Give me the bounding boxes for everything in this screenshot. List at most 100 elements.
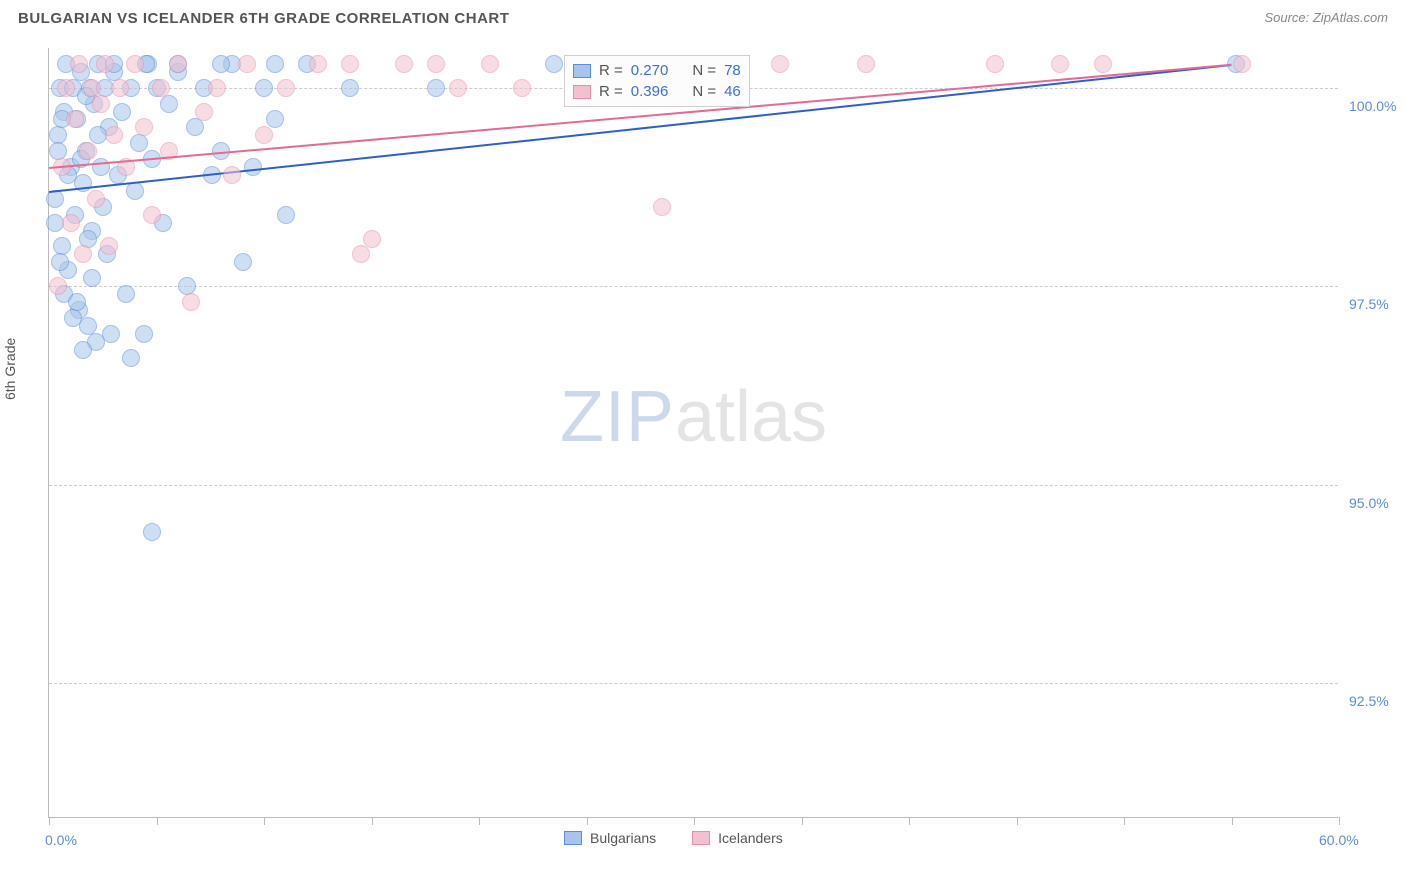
data-point [363,230,381,248]
source-label: Source: ZipAtlas.com [1264,10,1388,25]
data-point [1051,55,1069,73]
data-point [1094,55,1112,73]
data-point [100,237,118,255]
n-value: 46 [724,83,741,100]
data-point [51,253,69,271]
data-point [66,110,84,128]
data-point [122,349,140,367]
data-point [238,55,256,73]
series-swatch [573,64,591,78]
r-value: 0.396 [631,83,669,100]
data-point [223,166,241,184]
legend-swatch [564,831,582,845]
data-point [92,158,110,176]
n-label: N = [692,62,716,79]
series-swatch [573,85,591,99]
stats-row: R = 0.396 N = 46 [573,81,741,102]
r-label: R = [599,62,623,79]
data-point [653,198,671,216]
data-point [195,103,213,121]
data-point [74,245,92,263]
data-point [1233,55,1251,73]
data-point [266,55,284,73]
x-tick [802,817,803,825]
data-point [186,118,204,136]
data-point [545,55,563,73]
data-point [208,79,226,97]
data-point [341,55,359,73]
x-tick-label: 0.0% [45,832,77,848]
data-point [234,253,252,271]
data-point [96,55,114,73]
chart-title: BULGARIAN VS ICELANDER 6TH GRADE CORRELA… [18,10,509,27]
y-tick-label: 92.5% [1349,693,1389,709]
x-tick [49,817,50,825]
x-tick [1232,817,1233,825]
data-point [481,55,499,73]
x-tick [909,817,910,825]
data-point [143,523,161,541]
data-point [986,55,1004,73]
legend-label: Bulgarians [590,830,656,846]
data-point [126,182,144,200]
data-point [92,95,110,113]
data-point [74,341,92,359]
chart-legend: Bulgarians Icelanders [564,830,783,846]
x-tick [372,817,373,825]
y-axis-label: 6th Grade [2,338,18,400]
x-tick [1124,817,1125,825]
data-point [266,110,284,128]
n-value: 78 [724,62,741,79]
x-tick [479,817,480,825]
legend-swatch [692,831,710,845]
data-point [255,126,273,144]
data-point [102,325,120,343]
watermark: ZIPatlas [560,376,827,458]
r-label: R = [599,83,623,100]
stats-row: R = 0.270 N = 78 [573,60,741,81]
data-point [68,293,86,311]
data-point [352,245,370,263]
data-point [143,206,161,224]
x-tick [157,817,158,825]
data-point [130,134,148,152]
data-point [49,277,67,295]
r-value: 0.270 [631,62,669,79]
data-point [427,55,445,73]
data-point [212,55,230,73]
legend-item: Bulgarians [564,830,656,846]
data-point [277,206,295,224]
data-point [57,79,75,97]
x-tick [587,817,588,825]
data-point [427,79,445,97]
data-point [105,126,123,144]
data-point [255,79,273,97]
watermark-atlas: atlas [675,377,827,457]
legend-label: Icelanders [718,830,783,846]
x-tick [264,817,265,825]
gridline [49,286,1338,287]
data-point [79,142,97,160]
data-point [111,79,129,97]
chart-header: BULGARIAN VS ICELANDER 6TH GRADE CORRELA… [0,0,1406,33]
correlation-stats-box: R = 0.270 N = 78 R = 0.396 N = 46 [564,55,750,107]
y-tick-label: 100.0% [1349,98,1396,114]
data-point [135,325,153,343]
data-point [277,79,295,97]
data-point [70,55,88,73]
data-point [62,214,80,232]
n-label: N = [692,83,716,100]
x-tick [694,817,695,825]
data-point [152,79,170,97]
x-tick-label: 60.0% [1319,832,1359,848]
legend-item: Icelanders [692,830,783,846]
data-point [169,55,187,73]
x-tick [1339,817,1340,825]
chart-plot-area: ZIPatlas 92.5%95.0%97.5%100.0%0.0%60.0% [48,48,1338,818]
y-tick-label: 97.5% [1349,296,1389,312]
data-point [160,95,178,113]
y-tick-label: 95.0% [1349,495,1389,511]
data-point [126,55,144,73]
data-point [113,103,131,121]
data-point [117,285,135,303]
